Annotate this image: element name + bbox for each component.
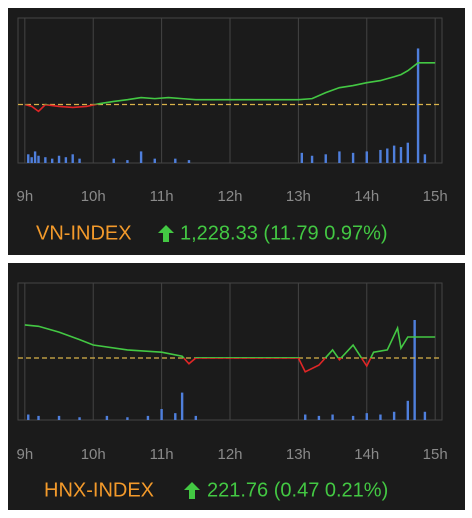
volume-bar <box>300 152 304 163</box>
volume-bar <box>44 157 47 163</box>
panel <box>8 8 465 255</box>
panel <box>8 263 465 510</box>
x-tick-label: 13h <box>286 446 311 463</box>
volume-bar <box>37 415 40 420</box>
volume-bar <box>126 160 129 163</box>
volume-bar <box>392 411 396 420</box>
x-tick-label: 14h <box>354 188 379 205</box>
volume-bar <box>78 417 81 420</box>
volume-bar <box>379 149 382 163</box>
volume-bar <box>324 154 327 163</box>
volume-bar <box>351 152 355 163</box>
volume-bar <box>331 414 334 420</box>
volume-bar <box>50 158 54 163</box>
volume-bar <box>379 414 382 420</box>
x-tick-label: 15h <box>423 446 448 463</box>
volume-bar <box>71 154 74 163</box>
x-tick-label: 13h <box>286 188 311 205</box>
volume-bar <box>423 411 427 420</box>
volume-bar <box>146 415 150 420</box>
volume-bar <box>57 155 61 163</box>
volume-bar <box>57 415 61 420</box>
volume-bar <box>406 142 410 163</box>
x-tick-label: 9h <box>16 446 33 463</box>
volume-bar <box>160 409 163 420</box>
volume-bar <box>64 157 68 163</box>
x-tick-label: 10h <box>81 188 106 205</box>
volume-bar <box>423 154 427 163</box>
index-name: HNX-INDEX <box>44 479 154 501</box>
volume-bar <box>27 414 30 420</box>
x-tick-label: 9h <box>16 188 33 205</box>
volume-bar <box>27 154 30 163</box>
volume-bar <box>78 158 81 163</box>
volume-bar <box>416 48 420 164</box>
volume-bar <box>317 415 321 420</box>
volume-bar <box>180 392 184 420</box>
x-tick-label: 12h <box>217 446 242 463</box>
index-summary: 221.76 (0.47 0.21%) <box>207 479 388 501</box>
x-tick-label: 11h <box>150 446 174 463</box>
index-name: VN-INDEX <box>36 222 132 244</box>
volume-bar <box>351 415 355 420</box>
x-tick-label: 10h <box>81 446 106 463</box>
volume-bar <box>153 158 156 163</box>
volume-bar <box>392 145 396 163</box>
up-arrow <box>184 482 200 499</box>
volume-bar <box>386 148 389 163</box>
volume-bar <box>174 413 177 420</box>
volume-bar <box>413 319 416 420</box>
x-tick-label: 15h <box>423 188 448 205</box>
index-line <box>24 62 436 113</box>
volume-bar <box>406 400 410 420</box>
volume-bar <box>310 155 314 163</box>
index-summary: 1,228.33 (11.79 0.97%) <box>180 222 388 244</box>
volume-bar <box>365 151 368 163</box>
volume-bar <box>399 147 403 163</box>
volume-bar <box>37 155 40 163</box>
x-tick-label: 11h <box>150 188 174 205</box>
volume-bar <box>187 160 191 163</box>
volume-bar <box>338 151 341 163</box>
x-tick-label: 14h <box>354 446 379 463</box>
volume-bar <box>126 417 129 420</box>
volume-bar <box>105 415 109 420</box>
volume-bar <box>112 158 115 163</box>
volume-bar <box>304 414 307 420</box>
volume-bar <box>365 413 368 420</box>
up-arrow <box>158 225 174 242</box>
volume-bar <box>174 158 177 163</box>
volume-bar <box>194 415 198 420</box>
x-tick-label: 12h <box>217 188 242 205</box>
index-line <box>24 324 436 373</box>
volume-bar <box>33 151 37 163</box>
volume-bar <box>139 151 143 163</box>
volume-bar <box>30 157 33 163</box>
